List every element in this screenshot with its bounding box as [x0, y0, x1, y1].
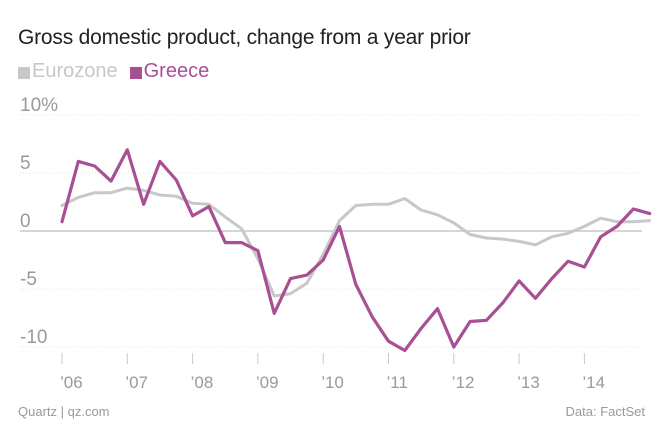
x-tick-label: ’13	[517, 373, 540, 392]
x-tick-label: ’06	[60, 373, 83, 392]
x-tick-label: ’08	[191, 373, 214, 392]
source-credit: Quartz | qz.com	[18, 404, 110, 419]
legend-item-eurozone: Eurozone	[18, 60, 118, 83]
legend-item-greece: Greece	[129, 60, 210, 83]
y-tick-label: -10	[20, 327, 47, 348]
series-line-greece	[60, 148, 652, 353]
x-tick-label: ’14	[582, 373, 605, 392]
y-tick-label: 5	[20, 153, 31, 174]
y-tick-label: 0	[20, 211, 31, 232]
x-tick-label: ’11	[387, 373, 408, 392]
x-tick-label: ’12	[452, 373, 475, 392]
x-tick-label: ’07	[125, 373, 148, 392]
legend-swatch-greece	[129, 66, 142, 79]
series-line-eurozone	[60, 186, 652, 298]
legend-swatch-eurozone	[18, 66, 30, 79]
x-tick-label: ’09	[256, 373, 279, 392]
legend-label-eurozone: Eurozone	[32, 60, 118, 82]
data-source: Data: FactSet	[565, 404, 645, 419]
x-tick-label: ’10	[321, 373, 344, 392]
legend-label-greece: Greece	[143, 60, 210, 82]
y-tick-label: 10%	[20, 95, 58, 116]
y-tick-label: -5	[20, 269, 37, 290]
chart-legend: Eurozone Greece	[18, 60, 209, 83]
chart-title: Gross domestic product, change from a ye…	[18, 26, 471, 49]
